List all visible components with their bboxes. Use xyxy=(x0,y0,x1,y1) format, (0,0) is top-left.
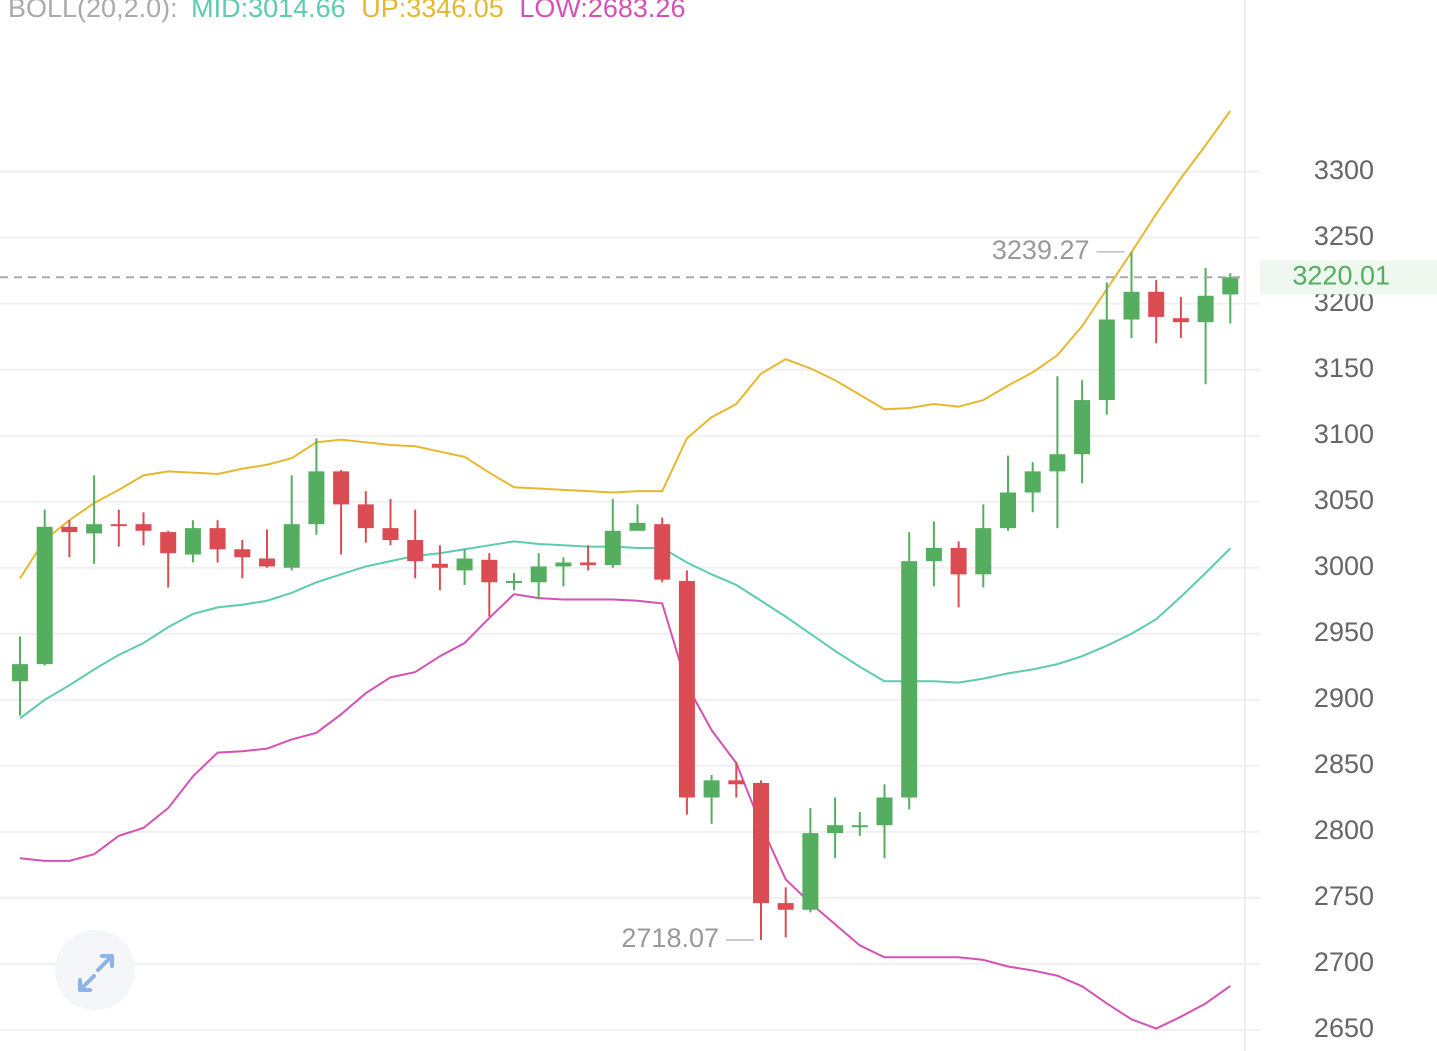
y-tick-label: 2900 xyxy=(1314,683,1374,713)
candle-body xyxy=(1222,277,1239,295)
expand-button[interactable] xyxy=(55,930,135,1010)
y-tick-label: 2750 xyxy=(1314,881,1374,911)
bollinger-line xyxy=(19,540,1232,720)
y-tick-label: 3250 xyxy=(1314,221,1374,251)
y-tick-label: 3050 xyxy=(1314,485,1374,515)
candle-body xyxy=(283,524,300,568)
candle-body xyxy=(1123,291,1140,320)
candle-body xyxy=(308,471,325,525)
candle-body xyxy=(728,780,745,785)
legend-entry: MID:3014.66 xyxy=(191,0,346,23)
candle-body xyxy=(975,528,992,575)
candle-body xyxy=(1049,454,1066,472)
bollinger-line xyxy=(19,593,1231,1030)
candle-body xyxy=(333,471,350,505)
candle-body xyxy=(950,547,967,575)
candle-body xyxy=(1074,400,1091,455)
candle-body xyxy=(12,664,28,682)
candle-body xyxy=(1098,319,1115,401)
candle-body xyxy=(876,797,893,826)
expand-icon[interactable] xyxy=(78,954,114,992)
candle-body xyxy=(530,566,547,583)
legend-entry: UP:3346.05 xyxy=(361,0,504,23)
candle-body xyxy=(604,530,621,566)
candle-body xyxy=(1197,295,1214,323)
candle-body xyxy=(456,558,473,571)
candle-body xyxy=(61,526,78,533)
y-tick-label: 2950 xyxy=(1314,617,1374,647)
candle-body xyxy=(753,782,769,904)
candle-body xyxy=(506,580,522,583)
candle-body xyxy=(1000,492,1016,529)
candle-body xyxy=(802,833,819,910)
legend-entry: LOW:2683.26 xyxy=(519,0,685,23)
candle-body xyxy=(160,532,177,554)
candle-body xyxy=(777,903,794,910)
candle-body xyxy=(629,522,646,531)
annotation-label: 3239.27 xyxy=(992,235,1090,265)
candle-body xyxy=(110,524,127,527)
candle-body xyxy=(431,563,448,568)
y-tick-label: 2650 xyxy=(1314,1013,1374,1043)
candle-body xyxy=(357,504,374,529)
candle-body xyxy=(36,526,53,665)
candle-body xyxy=(234,549,251,558)
y-tick-label: 3300 xyxy=(1314,155,1374,185)
candle-body xyxy=(209,528,226,550)
candle-body xyxy=(1148,291,1165,317)
y-tick-label: 2850 xyxy=(1314,749,1374,779)
y-tick-label: 3100 xyxy=(1314,419,1374,449)
indicator-label: BOLL(20,2.0): xyxy=(8,0,178,23)
candle-body xyxy=(654,524,671,580)
candle-body xyxy=(827,825,844,834)
bollinger-line xyxy=(19,110,1232,579)
last-price-label: 3220.01 xyxy=(1292,260,1390,290)
candle-body xyxy=(407,540,424,562)
candle-body xyxy=(555,562,572,567)
last-price-box xyxy=(1260,260,1437,295)
expand-button-bg[interactable] xyxy=(55,930,135,1010)
candle-body xyxy=(678,580,695,798)
bollinger-lines xyxy=(19,110,1232,1030)
y-tick-label: 2700 xyxy=(1314,947,1374,977)
candle-body xyxy=(925,547,942,562)
candle-body xyxy=(1172,318,1189,323)
grid: 2650 2700 2750 2800 2850 2900 2950 3000 3050 3100… xyxy=(0,155,1374,1043)
candle-body xyxy=(1024,471,1041,493)
y-tick-label: 3000 xyxy=(1314,551,1374,581)
annotation-label: 2718.07 xyxy=(621,923,719,953)
y-tick-label: 2800 xyxy=(1314,815,1374,845)
candle-body xyxy=(382,528,399,541)
indicator-header: BOLL(20,2.0): MID:3014.66 UP:3346.05 LOW… xyxy=(8,0,685,23)
y-tick-label: 3150 xyxy=(1314,353,1374,383)
candle-body xyxy=(184,528,201,555)
candle-body xyxy=(259,558,275,567)
candle-body xyxy=(86,524,103,534)
candle-body xyxy=(481,559,498,583)
candle-body xyxy=(851,825,868,828)
candle-body xyxy=(901,561,918,798)
candle-body xyxy=(135,524,152,531)
candles xyxy=(12,251,1239,940)
candle-body xyxy=(580,562,597,566)
overlay: 3239.27 2718.07 3220.01 xyxy=(0,235,1437,953)
candle-body xyxy=(703,780,720,798)
